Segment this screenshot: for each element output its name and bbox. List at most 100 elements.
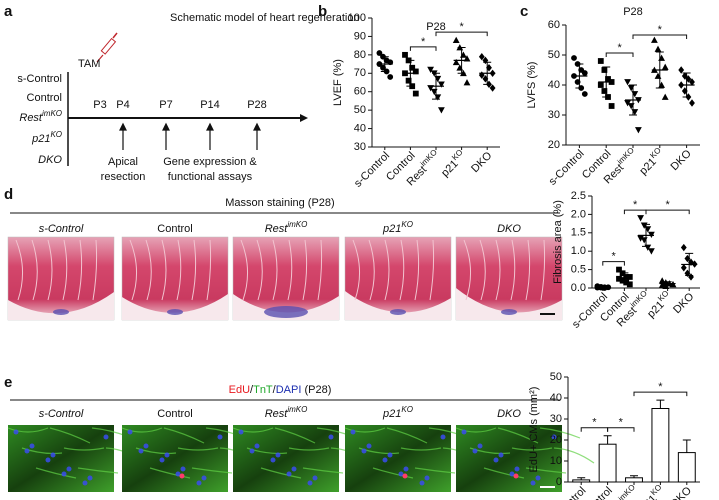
fluo-fiber: [121, 427, 163, 433]
label-text: p21: [637, 156, 658, 177]
image-label: Control: [157, 223, 192, 235]
fluo-nucleus: [61, 471, 67, 477]
image-label: s-Control: [39, 408, 84, 420]
fluo-fiber: [302, 467, 344, 474]
label-text: s-Control: [39, 408, 84, 420]
fluo-nucleus: [24, 448, 30, 454]
masson-fiber: [287, 239, 293, 301]
group-label: RestimKO: [19, 109, 62, 124]
fluo-nucleus: [29, 443, 35, 449]
fluo-image: [8, 425, 114, 492]
label-text: s-Control: [547, 148, 587, 188]
data-point: [658, 54, 665, 61]
data-point: [627, 85, 635, 92]
y-tick-label: 2.5: [571, 190, 586, 202]
data-point: [597, 82, 604, 88]
masson-fiber: [384, 239, 390, 301]
fluo-nucleus: [424, 475, 430, 481]
fluo-nucleus: [509, 471, 515, 477]
masson-fiber: [256, 239, 263, 301]
data-point: [486, 64, 492, 72]
y-tick-label: 90: [354, 30, 366, 42]
images: [7, 236, 595, 492]
fluo-fiber: [344, 427, 386, 433]
fluo-nucleus: [498, 452, 504, 458]
title-part: EdU: [229, 384, 250, 396]
significance-label: *: [459, 21, 464, 33]
y-tick-label: 0: [556, 476, 562, 488]
masson-fiber: [302, 239, 308, 301]
fluo-fiber: [274, 427, 316, 444]
data-point: [489, 84, 496, 92]
significance-bracket: [602, 261, 625, 266]
label-text: p21: [31, 133, 50, 145]
label-superscript: imKO: [628, 288, 649, 309]
masson-background: [122, 294, 228, 320]
data-point: [658, 81, 665, 88]
data-point: [640, 237, 648, 244]
y-tick-label: 1.0: [571, 245, 586, 257]
data-point: [616, 275, 622, 282]
fluo-nucleus: [398, 471, 404, 477]
fluo-fiber: [246, 447, 288, 455]
masson-fiber: [240, 239, 248, 301]
label-text: Rest: [602, 162, 626, 186]
error-bar: [380, 56, 389, 72]
masson-background: [233, 294, 339, 320]
data-point: [648, 248, 655, 255]
edu-title: EdU/TnT/DAPI (P28): [229, 384, 332, 396]
timepoint: P3: [93, 99, 106, 111]
data-point: [581, 91, 588, 97]
error-bar: [682, 72, 691, 98]
timepoint: P28: [247, 99, 267, 111]
data-point: [631, 109, 639, 116]
group-label: p21KO: [31, 130, 62, 145]
y-tick-label: 20: [550, 434, 562, 446]
fluo-fiber: [260, 467, 302, 479]
fluo-nucleus: [551, 434, 557, 440]
fluo-nucleus: [45, 457, 51, 463]
data-point: [571, 55, 577, 61]
title-part: /: [273, 384, 277, 396]
y-axis-label: Fibrosis area (%): [552, 200, 564, 284]
label-text: DKO: [668, 147, 694, 173]
fluo-nucleus: [440, 434, 446, 440]
data-point: [637, 235, 644, 242]
x-tick-label: p21KO: [437, 147, 469, 179]
fluo-nucleus: [403, 466, 409, 472]
masson-background: [345, 291, 451, 320]
masson-title: Masson staining (P28): [225, 197, 334, 209]
fluo-fiber: [177, 447, 219, 451]
error-bar: [457, 46, 466, 74]
group-label: DKO: [38, 154, 62, 166]
masson-fiber: [317, 239, 323, 301]
label-text: s-Control: [17, 73, 62, 85]
fluo-nucleus: [419, 480, 425, 486]
fluo-image: [456, 425, 562, 492]
masson-fiber: [206, 239, 212, 301]
label-text: p21: [645, 299, 666, 320]
x-tick-label: s-Control: [352, 150, 392, 190]
syringe-icon: [96, 32, 118, 63]
masson-fiber: [92, 239, 98, 301]
x-tick-label: DKO: [671, 290, 697, 316]
edu-nucleus: [513, 473, 519, 479]
y-tick-label: 70: [354, 67, 366, 79]
image-label: p21KO: [382, 220, 413, 235]
fluo-fiber: [469, 447, 511, 455]
data-point: [616, 266, 622, 273]
data-point: [680, 243, 687, 252]
step-label: Apical: [108, 156, 138, 168]
label-text: DKO: [38, 154, 62, 166]
label-text: p21: [439, 158, 460, 179]
error-bar: [642, 223, 650, 247]
data-point: [651, 36, 658, 43]
fluo-nucleus: [249, 448, 255, 454]
y-tick-label: 1.5: [571, 227, 586, 239]
fluo-fiber: [511, 447, 553, 451]
masson-background: [456, 288, 562, 320]
bar: [598, 443, 617, 483]
fluo-nucleus: [270, 457, 276, 463]
image-label: RestimKO: [265, 405, 308, 420]
